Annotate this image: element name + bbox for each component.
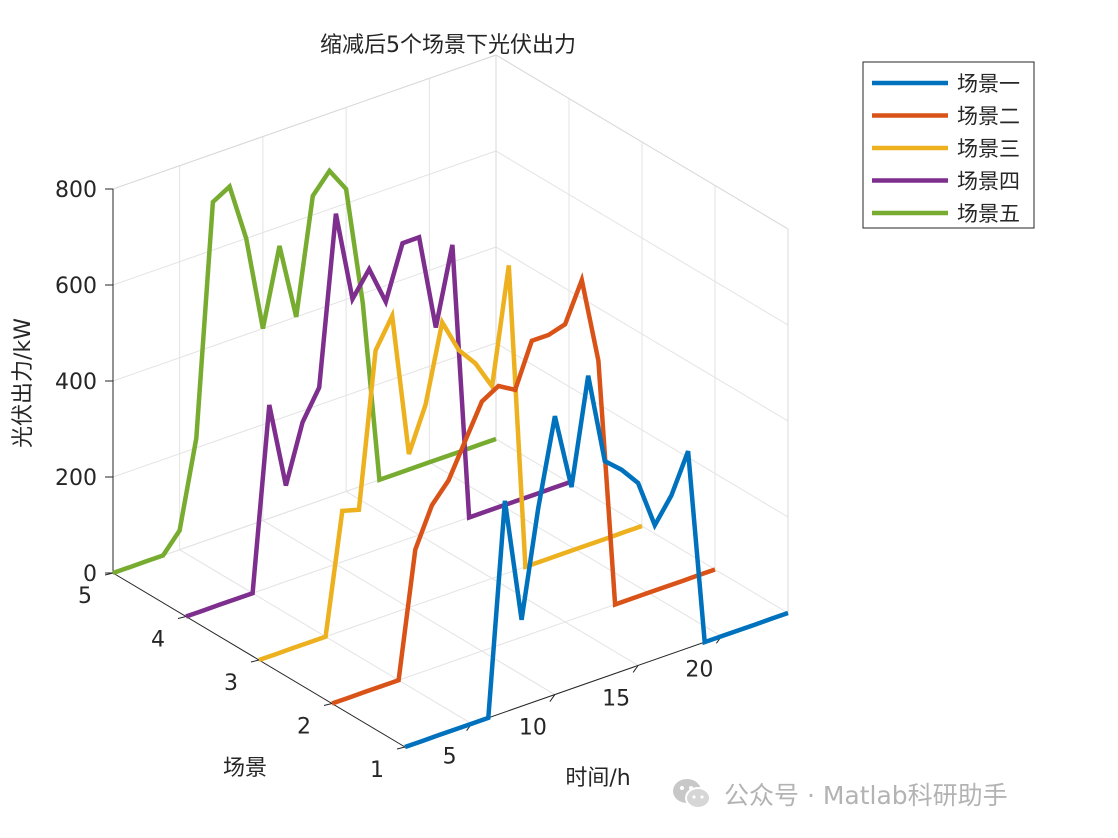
z-tick-label: 0 bbox=[83, 562, 97, 587]
y-tick-mark bbox=[177, 616, 187, 619]
y-tick-label: 5 bbox=[78, 584, 92, 609]
series-line-2 bbox=[331, 272, 716, 706]
z-axis-label: 光伏出力/kW bbox=[11, 318, 36, 448]
watermark-text: 公众号 · Matlab科研助手 bbox=[724, 781, 1008, 810]
z-tick-label: 600 bbox=[55, 274, 97, 299]
x-tick-label: 15 bbox=[602, 686, 630, 711]
x-tick-label: 10 bbox=[519, 716, 547, 741]
y-tick-label: 3 bbox=[224, 671, 238, 696]
z-tick-label: 800 bbox=[55, 178, 97, 203]
legend-label: 场景四 bbox=[957, 170, 1020, 194]
legend-label: 场景三 bbox=[957, 137, 1020, 161]
legend-box bbox=[862, 61, 1035, 229]
legend-label: 场景一 bbox=[957, 72, 1020, 96]
z-tick-label: 200 bbox=[55, 466, 97, 491]
x-tick-label: 20 bbox=[685, 657, 713, 682]
legend-label: 场景五 bbox=[957, 202, 1020, 226]
grid-line bbox=[495, 246, 789, 422]
y-tick-mark bbox=[396, 746, 406, 750]
grid-line bbox=[112, 246, 497, 382]
chart-title: 缩减后5个场景下光伏出力 bbox=[320, 33, 576, 58]
box-edge bbox=[495, 54, 789, 230]
grid-line bbox=[495, 150, 789, 326]
grid-line bbox=[112, 150, 497, 286]
y-tick-label: 2 bbox=[297, 715, 311, 740]
grid-line bbox=[495, 342, 789, 518]
y-tick-mark bbox=[323, 703, 333, 706]
series-layer bbox=[112, 167, 789, 750]
y-axis-label: 场景 bbox=[223, 756, 267, 781]
x-tick-mark bbox=[549, 694, 556, 702]
box-edge bbox=[112, 54, 497, 190]
series-line-5 bbox=[112, 167, 497, 576]
y-tick-mark bbox=[250, 659, 260, 663]
x-axis-label: 时间/h bbox=[565, 766, 630, 791]
watermark: 公众号 · Matlab科研助手 bbox=[672, 774, 1008, 814]
y-tick-label: 4 bbox=[151, 628, 165, 653]
series-line-3 bbox=[258, 265, 643, 663]
wechat-icon bbox=[672, 777, 712, 811]
y-tick-label: 1 bbox=[370, 758, 384, 783]
legend-label: 场景二 bbox=[957, 105, 1020, 129]
x-tick-label: 5 bbox=[443, 745, 457, 770]
z-tick-label: 400 bbox=[55, 370, 97, 395]
x-tick-mark bbox=[632, 665, 639, 673]
series-line-1 bbox=[404, 375, 789, 750]
